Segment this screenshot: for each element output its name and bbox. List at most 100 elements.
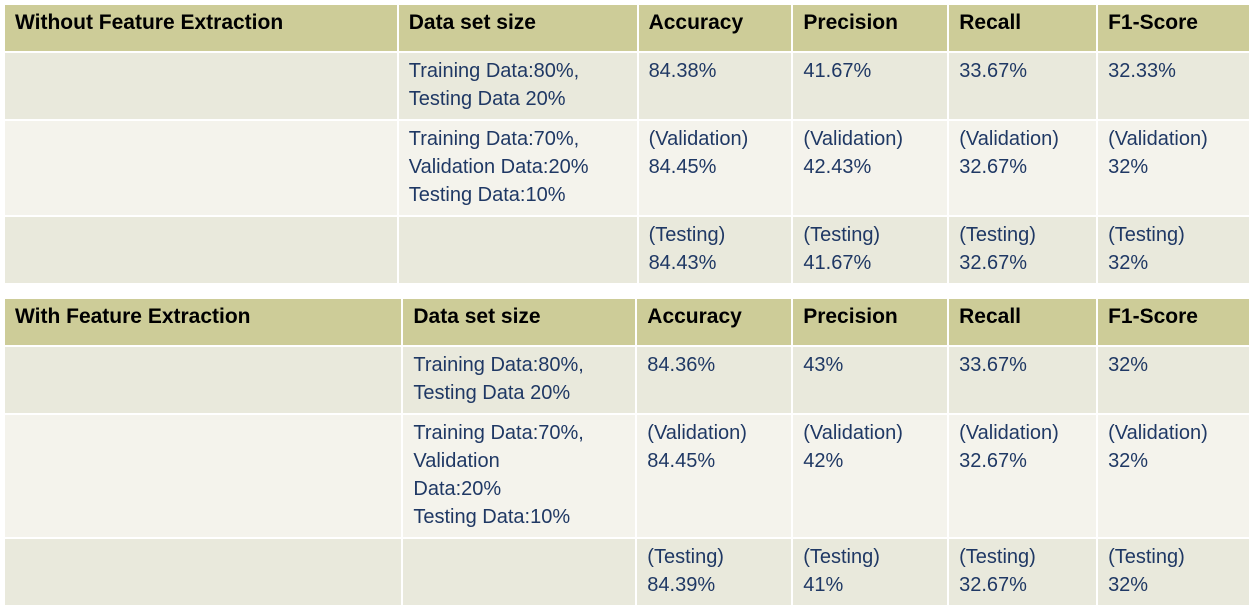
cell-text-line: Validation xyxy=(413,450,500,472)
recall-cell: 33.67% xyxy=(947,51,1099,121)
recall-cell: (Validation) 32.67% xyxy=(947,413,1099,539)
cell-text-line: 32.67% xyxy=(959,574,1027,596)
recall-cell: (Testing) 32.67% xyxy=(947,215,1099,285)
accuracy-cell: 84.38% xyxy=(636,51,794,121)
f1-score-cell: 32.33% xyxy=(1096,51,1251,121)
cell-text-line: (Validation) xyxy=(803,422,903,444)
accuracy-cell: (Validation) 84.45% xyxy=(636,119,794,217)
cell-text-line: 42% xyxy=(803,450,844,472)
precision-cell: (Testing) 41.67% xyxy=(791,215,950,285)
row-label-cell xyxy=(2,345,404,415)
cell-text-line: Training Data:80%, xyxy=(413,354,584,376)
table-row: Training Data:70%, Validation Data:20% Tes… xyxy=(3,119,1251,217)
precision-cell: 41.67% xyxy=(791,51,950,121)
cell-text-line: (Testing) xyxy=(803,224,881,246)
header-row: Without Feature Extraction Data set size A… xyxy=(3,3,1251,53)
cell-text-line: (Testing) xyxy=(959,546,1036,568)
cell-text-line: (Validation) xyxy=(647,422,747,444)
f1-score-cell: (Testing) 32% xyxy=(1096,215,1251,285)
cell-text-line: Training Data:70%, xyxy=(408,128,580,150)
table-row: Training Data:70%, Validation Data:20% Test… xyxy=(2,413,1251,539)
row-label-cell xyxy=(2,413,404,539)
dataset-cell: Training Data:80%, Testing Data 20% xyxy=(396,51,639,121)
column-header: Precision xyxy=(791,3,950,53)
cell-text-line: Testing Data 20% xyxy=(413,382,571,404)
dataset-cell xyxy=(396,215,639,285)
cell-text-line: 32% xyxy=(1108,574,1149,596)
table-row: Training Data:80%, Testing Data 20% 84.36%… xyxy=(2,345,1251,415)
cell-text-line: (Testing) xyxy=(647,546,724,568)
table-row: (Testing) 84.43% (Testing) 41.67% (Testing) 3… xyxy=(3,215,1251,285)
cell-text-line: Validation Data:20% xyxy=(408,156,589,178)
column-header: Recall xyxy=(947,3,1099,53)
cell-text-line: 33.67% xyxy=(959,60,1028,82)
cell-text-line: (Testing) xyxy=(959,224,1036,246)
header-row: With Feature Extraction Data set size Accu… xyxy=(2,297,1251,347)
cell-text-line: Training Data:80%, xyxy=(408,60,580,82)
cell-text-line: (Validation) xyxy=(1108,422,1208,444)
cell-text-line: 84.39% xyxy=(647,574,716,596)
column-header: Data set size xyxy=(396,3,639,53)
recall-cell: (Validation) 32.67% xyxy=(947,119,1099,217)
results-table-with-feature-extraction: With Feature Extraction Data set size Accu… xyxy=(2,297,1251,607)
precision-cell: (Validation) 42.43% xyxy=(791,119,950,217)
cell-text-line: 42.43% xyxy=(803,156,872,178)
cell-text-line: 32% xyxy=(1108,354,1149,376)
cell-text-line: 32% xyxy=(1108,450,1149,472)
cell-text-line: Training Data:70%, xyxy=(413,422,584,444)
cell-text-line: 41.67% xyxy=(803,60,872,82)
cell-text-line: (Validation) xyxy=(648,128,749,150)
row-label-cell xyxy=(3,215,399,285)
column-header: Without Feature Extraction xyxy=(3,3,399,53)
f1-score-cell: (Testing) 32% xyxy=(1096,537,1251,607)
cell-text-line: 32% xyxy=(1108,156,1149,178)
cell-text-line: Testing Data:10% xyxy=(413,506,571,528)
cell-text-line: Data:20% xyxy=(413,478,502,500)
results-table-without-feature-extraction: Without Feature Extraction Data set size A… xyxy=(3,3,1251,285)
cell-text-line: (Testing) xyxy=(648,224,726,246)
column-header: Recall xyxy=(947,297,1099,347)
dataset-cell: Training Data:80%, Testing Data 20% xyxy=(401,345,638,415)
column-header: Precision xyxy=(791,297,950,347)
column-header: F1-Score xyxy=(1096,3,1251,53)
cell-text-line: (Testing) xyxy=(1108,546,1185,568)
cell-text-line: (Validation) xyxy=(959,422,1059,444)
cell-text-line: (Validation) xyxy=(1108,128,1208,150)
column-header: Accuracy xyxy=(635,297,794,347)
cell-text-line: 32.67% xyxy=(959,450,1027,472)
cell-text-line: 84.38% xyxy=(648,60,717,82)
cell-text-line: 32% xyxy=(1108,252,1149,274)
cell-text-line: 32.33% xyxy=(1108,60,1176,82)
cell-text-line: Testing Data 20% xyxy=(408,88,566,110)
accuracy-cell: (Validation) 84.45% xyxy=(635,413,794,539)
precision-cell: (Testing) 41% xyxy=(791,537,950,607)
cell-text-line: 84.43% xyxy=(648,252,717,274)
row-label-cell xyxy=(3,119,399,217)
cell-text-line: 84.36% xyxy=(647,354,716,376)
precision-cell: (Validation) 42% xyxy=(791,413,950,539)
recall-cell: 33.67% xyxy=(947,345,1099,415)
cell-text-line: 43% xyxy=(803,354,844,376)
table-row: Training Data:80%, Testing Data 20% 84.38%… xyxy=(3,51,1251,121)
cell-text-line: (Validation) xyxy=(803,128,904,150)
precision-cell: 43% xyxy=(791,345,950,415)
table-row: (Testing) 84.39% (Testing) 41% (Testing) 32.6… xyxy=(2,537,1251,607)
column-header: Data set size xyxy=(401,297,638,347)
column-header: F1-Score xyxy=(1096,297,1251,347)
row-label-cell xyxy=(2,537,404,607)
dataset-cell: Training Data:70%, Validation Data:20% Tes… xyxy=(396,119,639,217)
dataset-cell: Training Data:70%, Validation Data:20% Test… xyxy=(401,413,638,539)
f1-score-cell: (Validation) 32% xyxy=(1096,413,1251,539)
cell-text-line: 41% xyxy=(803,574,844,596)
accuracy-cell: (Testing) 84.43% xyxy=(636,215,794,285)
cell-text-line: (Testing) xyxy=(1108,224,1185,246)
dataset-cell xyxy=(401,537,638,607)
cell-text-line: (Validation) xyxy=(959,128,1059,150)
recall-cell: (Testing) 32.67% xyxy=(947,537,1099,607)
accuracy-cell: 84.36% xyxy=(635,345,794,415)
cell-text-line: 33.67% xyxy=(959,354,1027,376)
cell-text-line: 84.45% xyxy=(648,156,717,178)
f1-score-cell: (Validation) 32% xyxy=(1096,119,1251,217)
cell-text-line: 41.67% xyxy=(803,252,872,274)
column-header: With Feature Extraction xyxy=(2,297,404,347)
